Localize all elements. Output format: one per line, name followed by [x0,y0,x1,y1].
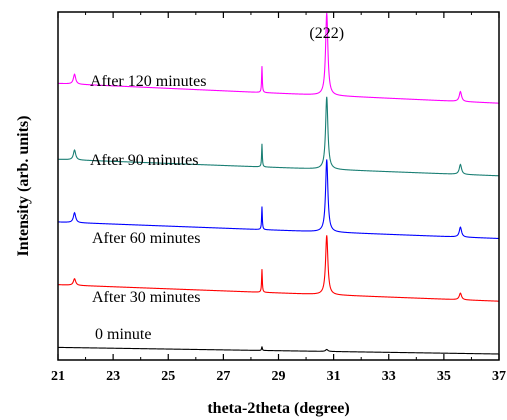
y-axis-title: Intensity (arb. units) [15,116,32,257]
series-curves [57,12,500,355]
axis-ticks [57,12,500,360]
x-tick-label: 35 [437,369,451,384]
peak-annotation: (222) [309,25,344,42]
x-tick-label: 29 [272,369,286,384]
x-tick-label: 21 [51,369,65,384]
x-tick-label: 31 [327,369,341,384]
x-tick-label: 27 [216,369,230,384]
series-line [58,346,499,355]
x-axis-title: theta-2theta (degree) [207,400,349,417]
series-line [57,12,500,104]
series-line [57,96,500,177]
series-label: After 90 minutes [90,152,198,169]
series-label: After 30 minutes [92,289,200,306]
series-line [57,235,500,302]
series-label: After 120 minutes [90,73,206,90]
series-label: 0 minute [95,326,151,343]
plot-frame [57,11,500,361]
x-tick-labels: 21 23 25 27 29 31 33 35 37 [51,369,506,384]
series-label: After 60 minutes [92,230,200,247]
x-tick-label: 37 [492,369,506,384]
x-tick-label: 25 [161,369,175,384]
x-tick-label: 33 [382,369,396,384]
series-labels: 0 minute After 30 minutes After 60 minutes… [90,73,206,343]
x-tick-label: 23 [106,369,120,384]
series-line [57,159,500,240]
